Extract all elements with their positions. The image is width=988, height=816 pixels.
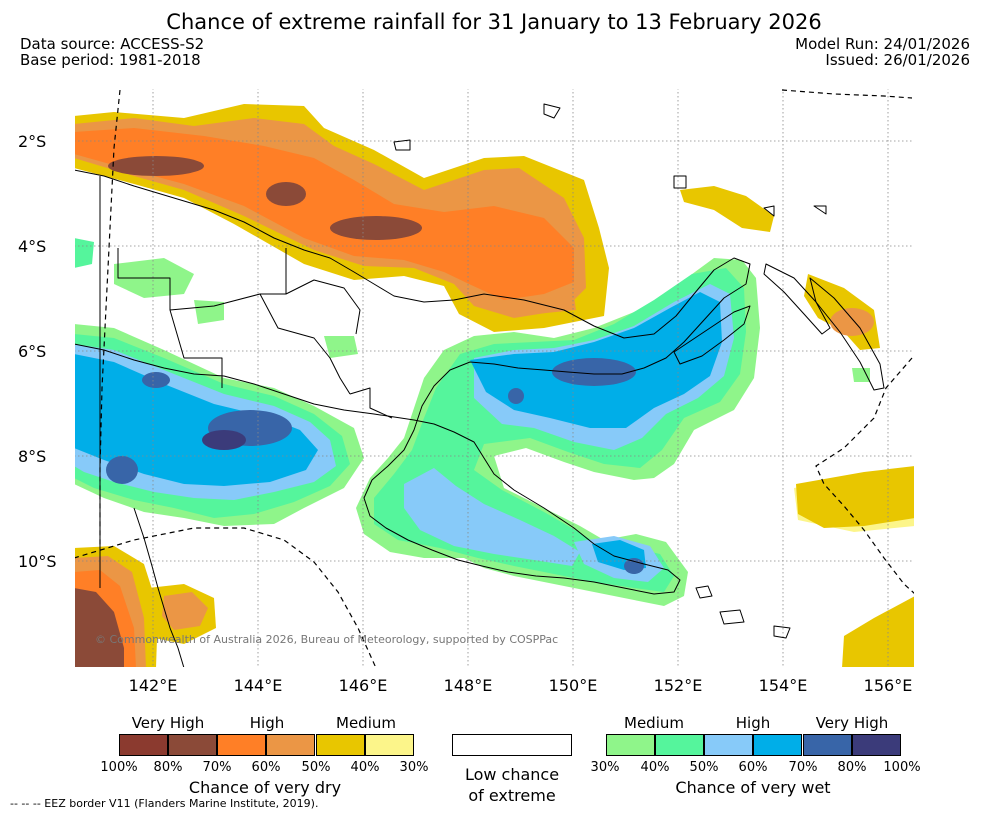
wet-region-medium [852, 368, 870, 382]
coastlines [74, 103, 885, 668]
copyright-notice: © Commonwealth of Australia 2026, Bureau… [95, 633, 559, 646]
lon-label: 152°E [653, 676, 703, 695]
dry-region-very-high [108, 156, 204, 176]
legend-neutral-caption: Low chance of extreme [432, 764, 592, 806]
legend-wet-swatch [606, 734, 655, 756]
legend-wet-swatch [753, 734, 802, 756]
lat-label: 2°S [18, 132, 47, 151]
legend-wet-swatch [704, 734, 753, 756]
legend-wet-tick: 50% [689, 760, 719, 775]
legend-dry-swatch [168, 734, 217, 756]
wet-region-high [74, 354, 318, 486]
base-period: Base period: 1981-2018 [20, 51, 201, 69]
wet-region-medium [324, 336, 358, 358]
wet-region-very-high [508, 388, 524, 404]
dry-region-very-high [330, 216, 422, 240]
legend-dry-tick: 70% [202, 760, 232, 775]
legend-dry-swatch [266, 734, 315, 756]
rainfall-map [74, 88, 915, 668]
data-source: Data source: ACCESS-S2 [20, 35, 205, 53]
model-run: Model Run: 24/01/2026 [795, 35, 970, 53]
legend-neutral-swatch [452, 734, 572, 756]
legend-dry-tier: High [249, 714, 285, 732]
legend-wet-tier: Medium [624, 714, 684, 732]
info-right: Model Run: 24/01/2026 Issued: 26/01/2026 [795, 36, 970, 68]
lat-label: 8°S [18, 447, 47, 466]
dry-region-moderate [830, 308, 874, 336]
legend-wet-swatch [803, 734, 852, 756]
dry-region-medium [842, 596, 915, 668]
lon-label: 156°E [863, 676, 913, 695]
wet-region-medium [74, 238, 94, 268]
map-title: Chance of extreme rainfall for 31 Januar… [166, 10, 822, 34]
legend-dry-swatch [316, 734, 365, 756]
legend-wet-tick: 40% [640, 760, 670, 775]
legend-dry-swatch [217, 734, 266, 756]
eez-borders [74, 89, 915, 668]
lat-label: 10°S [18, 552, 57, 571]
legend-wet-tick: 80% [837, 760, 867, 775]
legend-wet-tier: High [735, 714, 771, 732]
dry-region-medium [680, 186, 774, 232]
eez-border-line [815, 357, 915, 595]
lat-label: 6°S [18, 342, 47, 361]
lon-label: 142°E [128, 676, 178, 695]
legend-wet-tick: 60% [738, 760, 768, 775]
issued-date: Issued: 26/01/2026 [825, 51, 970, 69]
legend-dry-swatch [365, 734, 414, 756]
legend-dry-swatch [119, 734, 168, 756]
cape-york-coast [133, 507, 185, 668]
legend-wet-tick: 100% [883, 760, 921, 775]
wet-region-high [404, 468, 580, 566]
wet-region-very-high [624, 558, 644, 574]
wet-region-very-high [202, 430, 246, 450]
lon-label: 148°E [443, 676, 493, 695]
legend-wet-tick: 30% [590, 760, 620, 775]
legend-dry-tick: 30% [399, 760, 429, 775]
legend-dry-tier: Very High [131, 714, 205, 732]
dry-region-medium [796, 466, 915, 528]
dry-region-very-high [266, 182, 306, 206]
lon-label: 150°E [548, 676, 598, 695]
legend-dry-caption: Chance of very dry [188, 778, 342, 797]
lat-label: 4°S [18, 237, 47, 256]
small-islands-north [393, 103, 827, 217]
wet-region-medium [194, 300, 224, 324]
graticule [74, 88, 915, 668]
island-bougainville [809, 277, 885, 391]
legend-dry-tick: 50% [301, 760, 331, 775]
legend-wet-caption: Chance of very wet [675, 778, 831, 797]
dry-region-moderate [162, 592, 208, 630]
legend-dry-tick: 100% [100, 760, 138, 775]
lon-label: 146°E [338, 676, 388, 695]
dry-regions [74, 104, 915, 668]
legend-wet-tick: 70% [788, 760, 818, 775]
trobriand-islands [695, 585, 791, 639]
lon-label: 144°E [233, 676, 283, 695]
legend-dry-tick: 40% [350, 760, 380, 775]
legend-neutral-line: Low chance [464, 765, 560, 784]
legend-wet-swatch [852, 734, 901, 756]
legend-dry-tick: 60% [251, 760, 281, 775]
info-left: Data source: ACCESS-S2 Base period: 1981… [20, 36, 204, 68]
eez-footnote: -- -- -- EEZ border V11 (Flanders Marine… [10, 797, 319, 810]
province-borders [117, 248, 393, 419]
island-new-britain [673, 305, 751, 365]
island-new-ireland [763, 263, 831, 335]
new-guinea-coast [74, 169, 751, 595]
legend-wet-swatch [655, 734, 704, 756]
wet-region-very-high [142, 372, 170, 388]
lon-label: 154°E [758, 676, 808, 695]
eez-border-line [74, 527, 377, 668]
dry-region-very-high [74, 588, 124, 668]
legend-dry-tier: Medium [336, 714, 396, 732]
wet-region-very-high [106, 456, 138, 484]
eez-border-line [99, 89, 121, 548]
legend-neutral-line: of extreme [468, 786, 556, 805]
legend-wet-tier: Very High [815, 714, 889, 732]
wet-regions [74, 238, 870, 606]
dry-region-high [74, 128, 574, 300]
legend-dry-tick: 80% [153, 760, 183, 775]
